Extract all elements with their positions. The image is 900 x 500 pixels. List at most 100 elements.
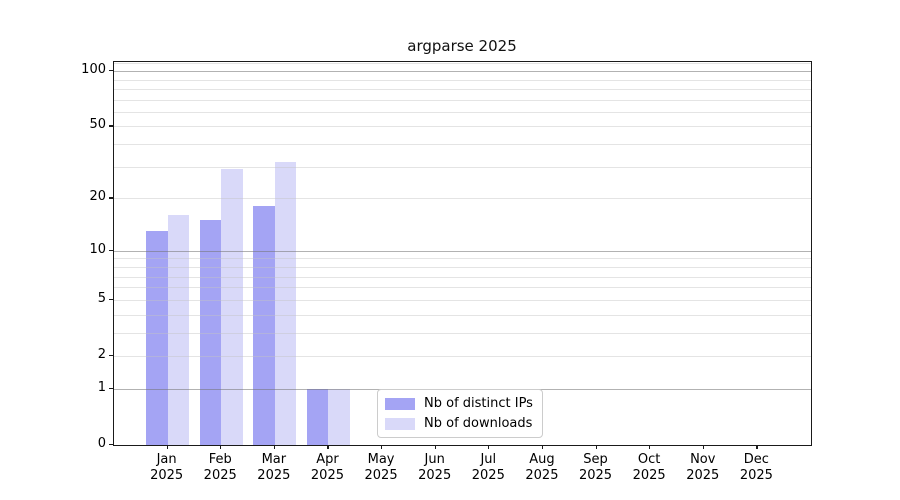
gridline-y-3 xyxy=(114,332,811,334)
x-tick-mark xyxy=(273,445,276,449)
x-tick-label-mar: Mar 2025 xyxy=(242,452,306,484)
x-tick-mark xyxy=(756,445,758,449)
x-tick-year: 2025 xyxy=(686,468,720,483)
x-tick-label-apr: Apr 2025 xyxy=(295,452,359,484)
x-tick-month: Mar xyxy=(261,452,287,467)
x-tick-month: Jun xyxy=(424,452,445,467)
x-tick-label-jul: Jul 2025 xyxy=(456,452,520,484)
x-tick-year: 2025 xyxy=(203,468,237,483)
y-tick-label-0: 0 xyxy=(97,436,106,451)
gridline-y-5 xyxy=(114,299,811,301)
x-tick-label-aug: Aug 2025 xyxy=(510,452,574,484)
x-tick-year: 2025 xyxy=(150,468,184,483)
gridline-y-2 xyxy=(114,355,811,357)
x-tick-month: Jul xyxy=(480,452,497,467)
gridline-y-70 xyxy=(114,99,811,101)
x-tick-mark xyxy=(541,445,544,449)
bar-downloads-jan xyxy=(167,215,190,445)
x-tick-mark xyxy=(220,445,222,449)
x-tick-year: 2025 xyxy=(257,468,291,483)
legend-item-downloads: Nb of downloads xyxy=(385,416,533,431)
x-tick-year: 2025 xyxy=(471,468,505,483)
x-tick-month: Sep xyxy=(583,452,608,467)
y-tick-mark xyxy=(109,249,113,251)
x-tick-year: 2025 xyxy=(525,468,559,483)
x-tick-mark xyxy=(381,445,383,449)
gridline-y-30 xyxy=(114,166,811,168)
x-tick-month: Oct xyxy=(637,452,661,467)
bar-downloads-apr xyxy=(328,388,350,445)
legend-label: Nb of distinct IPs xyxy=(424,396,533,411)
x-tick-year: 2025 xyxy=(578,468,613,483)
y-tick-mark xyxy=(109,197,113,199)
gridline-y-90 xyxy=(114,79,811,81)
x-tick-mark xyxy=(434,445,436,449)
legend-swatch-distinct-ips xyxy=(385,397,415,410)
chart-title: argparse 2025 xyxy=(407,37,517,55)
gridline-y-9 xyxy=(114,258,811,260)
gridline-y-100 xyxy=(114,71,811,73)
gridline-y-7 xyxy=(114,276,811,278)
y-tick-label-50: 50 xyxy=(89,117,106,133)
x-tick-month: Dec xyxy=(743,452,769,467)
bar-downloads-mar xyxy=(274,161,297,445)
bar-downloads-feb xyxy=(221,169,243,445)
x-tick-year: 2025 xyxy=(364,468,398,483)
gridline-y-80 xyxy=(114,88,811,90)
x-tick-month: Feb xyxy=(208,452,232,467)
y-tick-mark xyxy=(109,387,113,390)
x-tick-year: 2025 xyxy=(739,468,773,483)
x-tick-mark xyxy=(488,445,490,449)
y-tick-label-100: 100 xyxy=(81,62,106,78)
x-tick-mark xyxy=(702,445,704,449)
y-tick-label-10: 10 xyxy=(89,241,106,257)
legend-swatch-downloads xyxy=(385,417,415,430)
x-tick-year: 2025 xyxy=(310,468,344,483)
x-tick-mark xyxy=(327,445,329,449)
y-tick-mark xyxy=(109,125,113,127)
x-tick-month: Jan xyxy=(156,452,177,467)
x-tick-month: May xyxy=(367,452,395,467)
y-tick-mark xyxy=(109,444,113,446)
bar-distinct-ips-jan xyxy=(146,231,168,445)
legend-item-distinct-ips: Nb of distinct IPs xyxy=(385,396,533,411)
gridline-y-20 xyxy=(114,198,811,200)
gridline-y-4 xyxy=(114,314,811,316)
gridline-y-40 xyxy=(114,144,811,146)
legend: Nb of distinct IPs Nb of downloads xyxy=(377,389,543,438)
y-tick-label-5: 5 xyxy=(97,290,106,306)
x-tick-label-jun: Jun 2025 xyxy=(403,452,467,484)
x-tick-label-may: May 2025 xyxy=(349,452,413,484)
x-tick-label-sep: Sep 2025 xyxy=(564,452,628,484)
y-tick-mark xyxy=(109,70,113,72)
y-tick-mark xyxy=(109,354,113,357)
bar-distinct-ips-apr xyxy=(306,388,329,445)
x-tick-mark xyxy=(595,445,597,449)
bar-distinct-ips-mar xyxy=(253,206,275,445)
x-tick-month: Aug xyxy=(529,452,555,467)
gridline-y-60 xyxy=(114,111,811,113)
x-tick-label-jan: Jan 2025 xyxy=(135,452,199,484)
gridline-y-8 xyxy=(114,266,811,268)
plot-area xyxy=(113,61,812,446)
gridline-y-50 xyxy=(114,126,811,128)
x-tick-month: Nov xyxy=(690,452,716,467)
x-tick-label-dec: Dec 2025 xyxy=(724,452,788,484)
y-tick-label-1: 1 xyxy=(97,379,106,395)
y-tick-mark xyxy=(109,298,113,301)
gridline-y-6 xyxy=(114,287,811,289)
y-tick-label-20: 20 xyxy=(89,189,106,205)
x-tick-mark xyxy=(166,445,168,449)
x-tick-year: 2025 xyxy=(418,468,452,483)
gridline-y-110 xyxy=(114,63,811,65)
x-tick-month: Apr xyxy=(316,452,339,467)
x-tick-year: 2025 xyxy=(632,468,666,483)
legend-label: Nb of downloads xyxy=(424,416,533,431)
x-tick-label-feb: Feb 2025 xyxy=(188,452,252,484)
x-tick-mark xyxy=(649,445,651,449)
x-tick-label-nov: Nov 2025 xyxy=(671,452,735,484)
gridline-y-10 xyxy=(114,250,811,252)
x-tick-label-oct: Oct 2025 xyxy=(617,452,681,484)
y-tick-label-2: 2 xyxy=(97,346,106,362)
